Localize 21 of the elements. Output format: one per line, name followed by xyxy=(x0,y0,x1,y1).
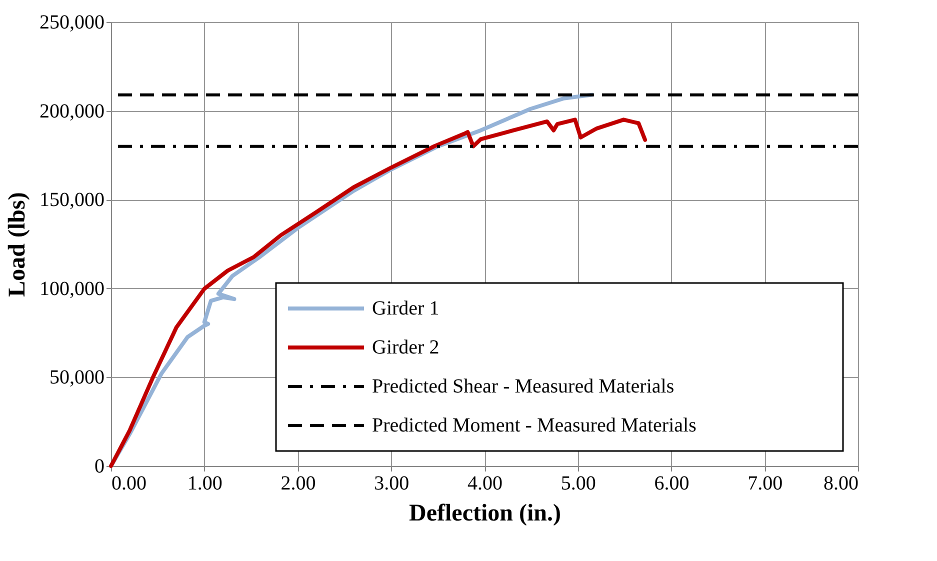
x-tick-label: 7.00 xyxy=(748,472,783,494)
legend-label: Predicted Moment - Measured Materials xyxy=(372,414,697,436)
y-tick-label: 200,000 xyxy=(40,100,104,122)
y-axis-title: Load (lbs) xyxy=(4,192,30,297)
legend-label: Girder 2 xyxy=(372,336,440,358)
legend-label: Predicted Shear - Measured Materials xyxy=(372,376,674,398)
y-tick-label: 100,000 xyxy=(40,278,104,300)
x-tick-label: 6.00 xyxy=(654,472,690,494)
x-tick-label: 2.00 xyxy=(280,472,316,494)
x-tick-label: 1.00 xyxy=(187,472,222,494)
x-axis-title: Deflection (in.) xyxy=(409,500,561,526)
y-tick-label: 150,000 xyxy=(40,189,104,212)
x-tick-label: 8.00 xyxy=(824,472,858,494)
y-tick-label: 50,000 xyxy=(50,366,104,389)
legend-label: Girder 1 xyxy=(372,298,440,320)
x-tick-label: 0.00 xyxy=(112,472,146,494)
x-tick-label: 3.00 xyxy=(374,472,410,494)
y-tick-label: 0 xyxy=(94,456,104,478)
x-tick-label: 4.00 xyxy=(468,472,502,494)
y-tick-label: 250,000 xyxy=(40,12,104,34)
x-tick-label: 5.00 xyxy=(560,472,596,494)
